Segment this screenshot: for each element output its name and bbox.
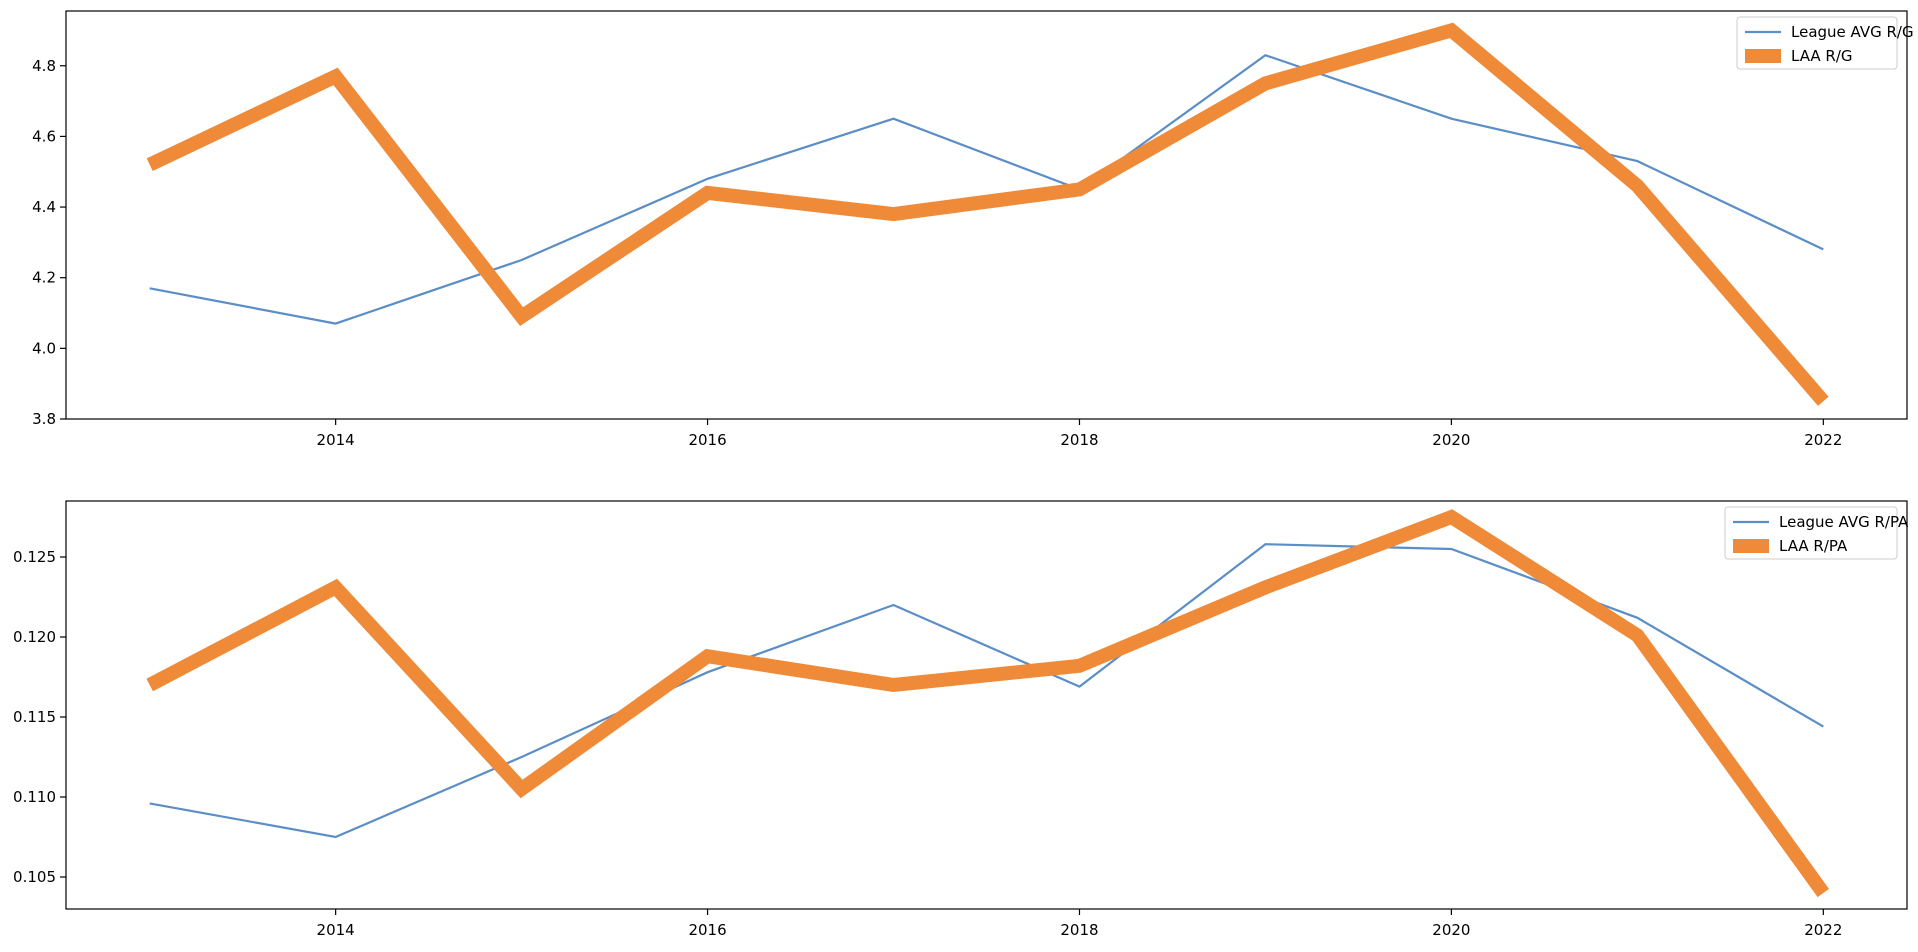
y-tick-label: 4.0 xyxy=(32,339,56,357)
legend-1: League AVG R/G LAA R/G xyxy=(1736,16,1914,70)
x-tick-label: 2020 xyxy=(1432,431,1470,449)
legend-2: League AVG R/PA LAA R/PA xyxy=(1724,506,1909,560)
y-tick-label: 4.6 xyxy=(32,127,56,145)
y-tick-label: 0.105 xyxy=(13,868,56,886)
series-line-laa-1 xyxy=(146,22,1829,406)
subplot-1: 2014 2016 2018 2020 2022 3.8 4.0 4.2 4.4 4.6 4.8 Le… xyxy=(32,10,1914,449)
x-tick-label: 2016 xyxy=(688,431,726,449)
axes-frame-2 xyxy=(65,500,1908,910)
x-tick-label: 2022 xyxy=(1804,921,1842,939)
x-tick-label: 2018 xyxy=(1060,921,1098,939)
y-tick-label: 0.120 xyxy=(13,628,56,646)
y-tick-label: 3.8 xyxy=(32,410,56,428)
axes-frame-1 xyxy=(65,10,1908,420)
y-tick-label: 4.2 xyxy=(32,269,56,287)
legend-label: LAA R/PA xyxy=(1779,537,1848,555)
x-tick-label: 2020 xyxy=(1432,921,1470,939)
y-tick-label: 0.115 xyxy=(13,708,56,726)
series-line-laa-2 xyxy=(146,509,1829,898)
x-tick-label: 2018 xyxy=(1060,431,1098,449)
legend-label: LAA R/G xyxy=(1791,47,1853,65)
y-tick-label: 0.110 xyxy=(13,788,56,806)
subplot-2: 2014 2016 2018 2020 2022 0.105 0.110 0.115 0.120… xyxy=(13,500,1909,939)
y-tick-label: 4.4 xyxy=(32,198,56,216)
x-tick-label: 2014 xyxy=(317,921,355,939)
x-tick-label: 2014 xyxy=(317,431,355,449)
y-tick-label: 4.8 xyxy=(32,57,56,75)
x-tick-label: 2022 xyxy=(1804,431,1842,449)
y-tick-label: 0.125 xyxy=(13,548,56,566)
series-line-league-1 xyxy=(149,53,1824,325)
legend-label: League AVG R/PA xyxy=(1779,513,1909,531)
legend-label: League AVG R/G xyxy=(1791,23,1914,41)
x-tick-label: 2016 xyxy=(688,921,726,939)
